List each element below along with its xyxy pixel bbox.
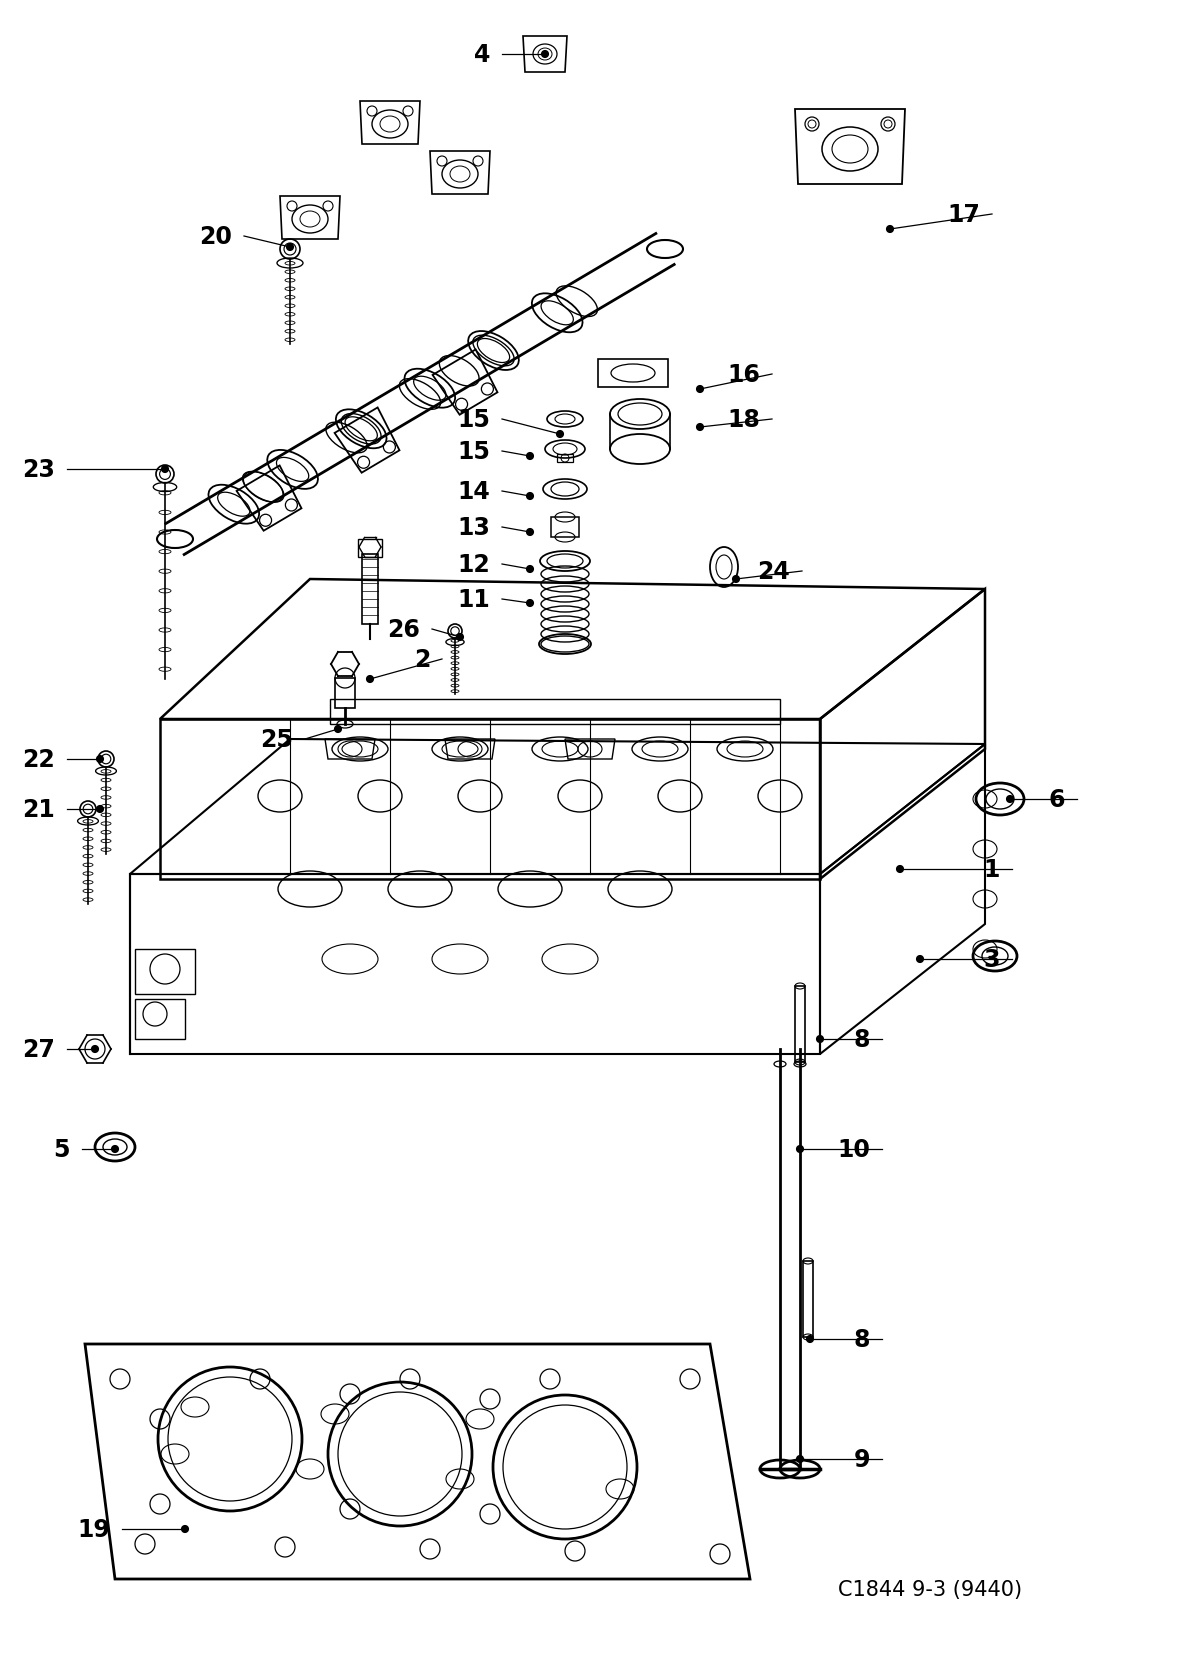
Text: 8: 8 (854, 1327, 870, 1350)
Circle shape (696, 424, 703, 432)
Circle shape (526, 493, 533, 500)
Text: 13: 13 (458, 516, 490, 540)
Bar (598, 359, 668, 387)
Text: 25: 25 (260, 728, 293, 751)
Circle shape (542, 51, 549, 58)
Text: 20: 20 (199, 225, 232, 248)
Text: 9: 9 (854, 1446, 870, 1471)
Bar (803, 1261, 813, 1337)
Circle shape (335, 727, 342, 733)
Text: 18: 18 (727, 407, 760, 432)
Circle shape (526, 566, 533, 573)
Circle shape (456, 634, 464, 640)
Circle shape (886, 227, 893, 233)
Circle shape (696, 386, 703, 394)
Text: 1: 1 (984, 857, 1001, 882)
Text: 16: 16 (727, 362, 760, 387)
Circle shape (92, 1046, 99, 1053)
Text: 22: 22 (22, 748, 55, 771)
Circle shape (96, 806, 104, 813)
Circle shape (112, 1145, 118, 1154)
Circle shape (556, 432, 563, 439)
Bar (557, 455, 573, 463)
Bar (135, 1000, 185, 1039)
Bar (358, 540, 382, 558)
Circle shape (897, 866, 903, 872)
Circle shape (287, 245, 294, 252)
Circle shape (797, 1456, 803, 1463)
Text: 10: 10 (837, 1137, 870, 1162)
Text: C1844 9-3 (9440): C1844 9-3 (9440) (838, 1579, 1022, 1599)
Text: 24: 24 (757, 559, 790, 584)
Circle shape (1007, 796, 1014, 803)
Circle shape (732, 576, 739, 583)
Circle shape (161, 467, 169, 473)
Bar (335, 679, 355, 708)
Circle shape (526, 601, 533, 607)
Text: 3: 3 (984, 947, 1001, 971)
Bar (330, 700, 780, 725)
Bar (551, 518, 579, 538)
Bar (135, 950, 195, 995)
Text: 14: 14 (458, 480, 490, 503)
Text: 15: 15 (458, 440, 490, 463)
Circle shape (816, 1036, 824, 1043)
Bar (795, 986, 805, 1063)
Text: 26: 26 (388, 617, 420, 642)
Circle shape (366, 677, 373, 684)
Circle shape (182, 1526, 189, 1533)
Text: 4: 4 (473, 43, 490, 66)
Circle shape (526, 530, 533, 536)
Text: 2: 2 (414, 647, 430, 672)
Text: 8: 8 (854, 1028, 870, 1051)
Circle shape (797, 1145, 803, 1154)
Text: 17: 17 (948, 204, 980, 227)
Circle shape (96, 756, 104, 763)
Text: 5: 5 (53, 1137, 70, 1162)
Text: 11: 11 (458, 588, 490, 612)
Circle shape (916, 957, 923, 963)
Text: 23: 23 (22, 458, 55, 482)
Text: 15: 15 (458, 407, 490, 432)
Text: 12: 12 (458, 553, 490, 576)
Text: 27: 27 (22, 1038, 55, 1061)
Text: 19: 19 (77, 1518, 110, 1541)
Circle shape (807, 1336, 814, 1342)
Text: 6: 6 (1049, 788, 1066, 811)
Text: 21: 21 (22, 798, 55, 821)
Circle shape (526, 453, 533, 460)
Bar (362, 554, 378, 624)
